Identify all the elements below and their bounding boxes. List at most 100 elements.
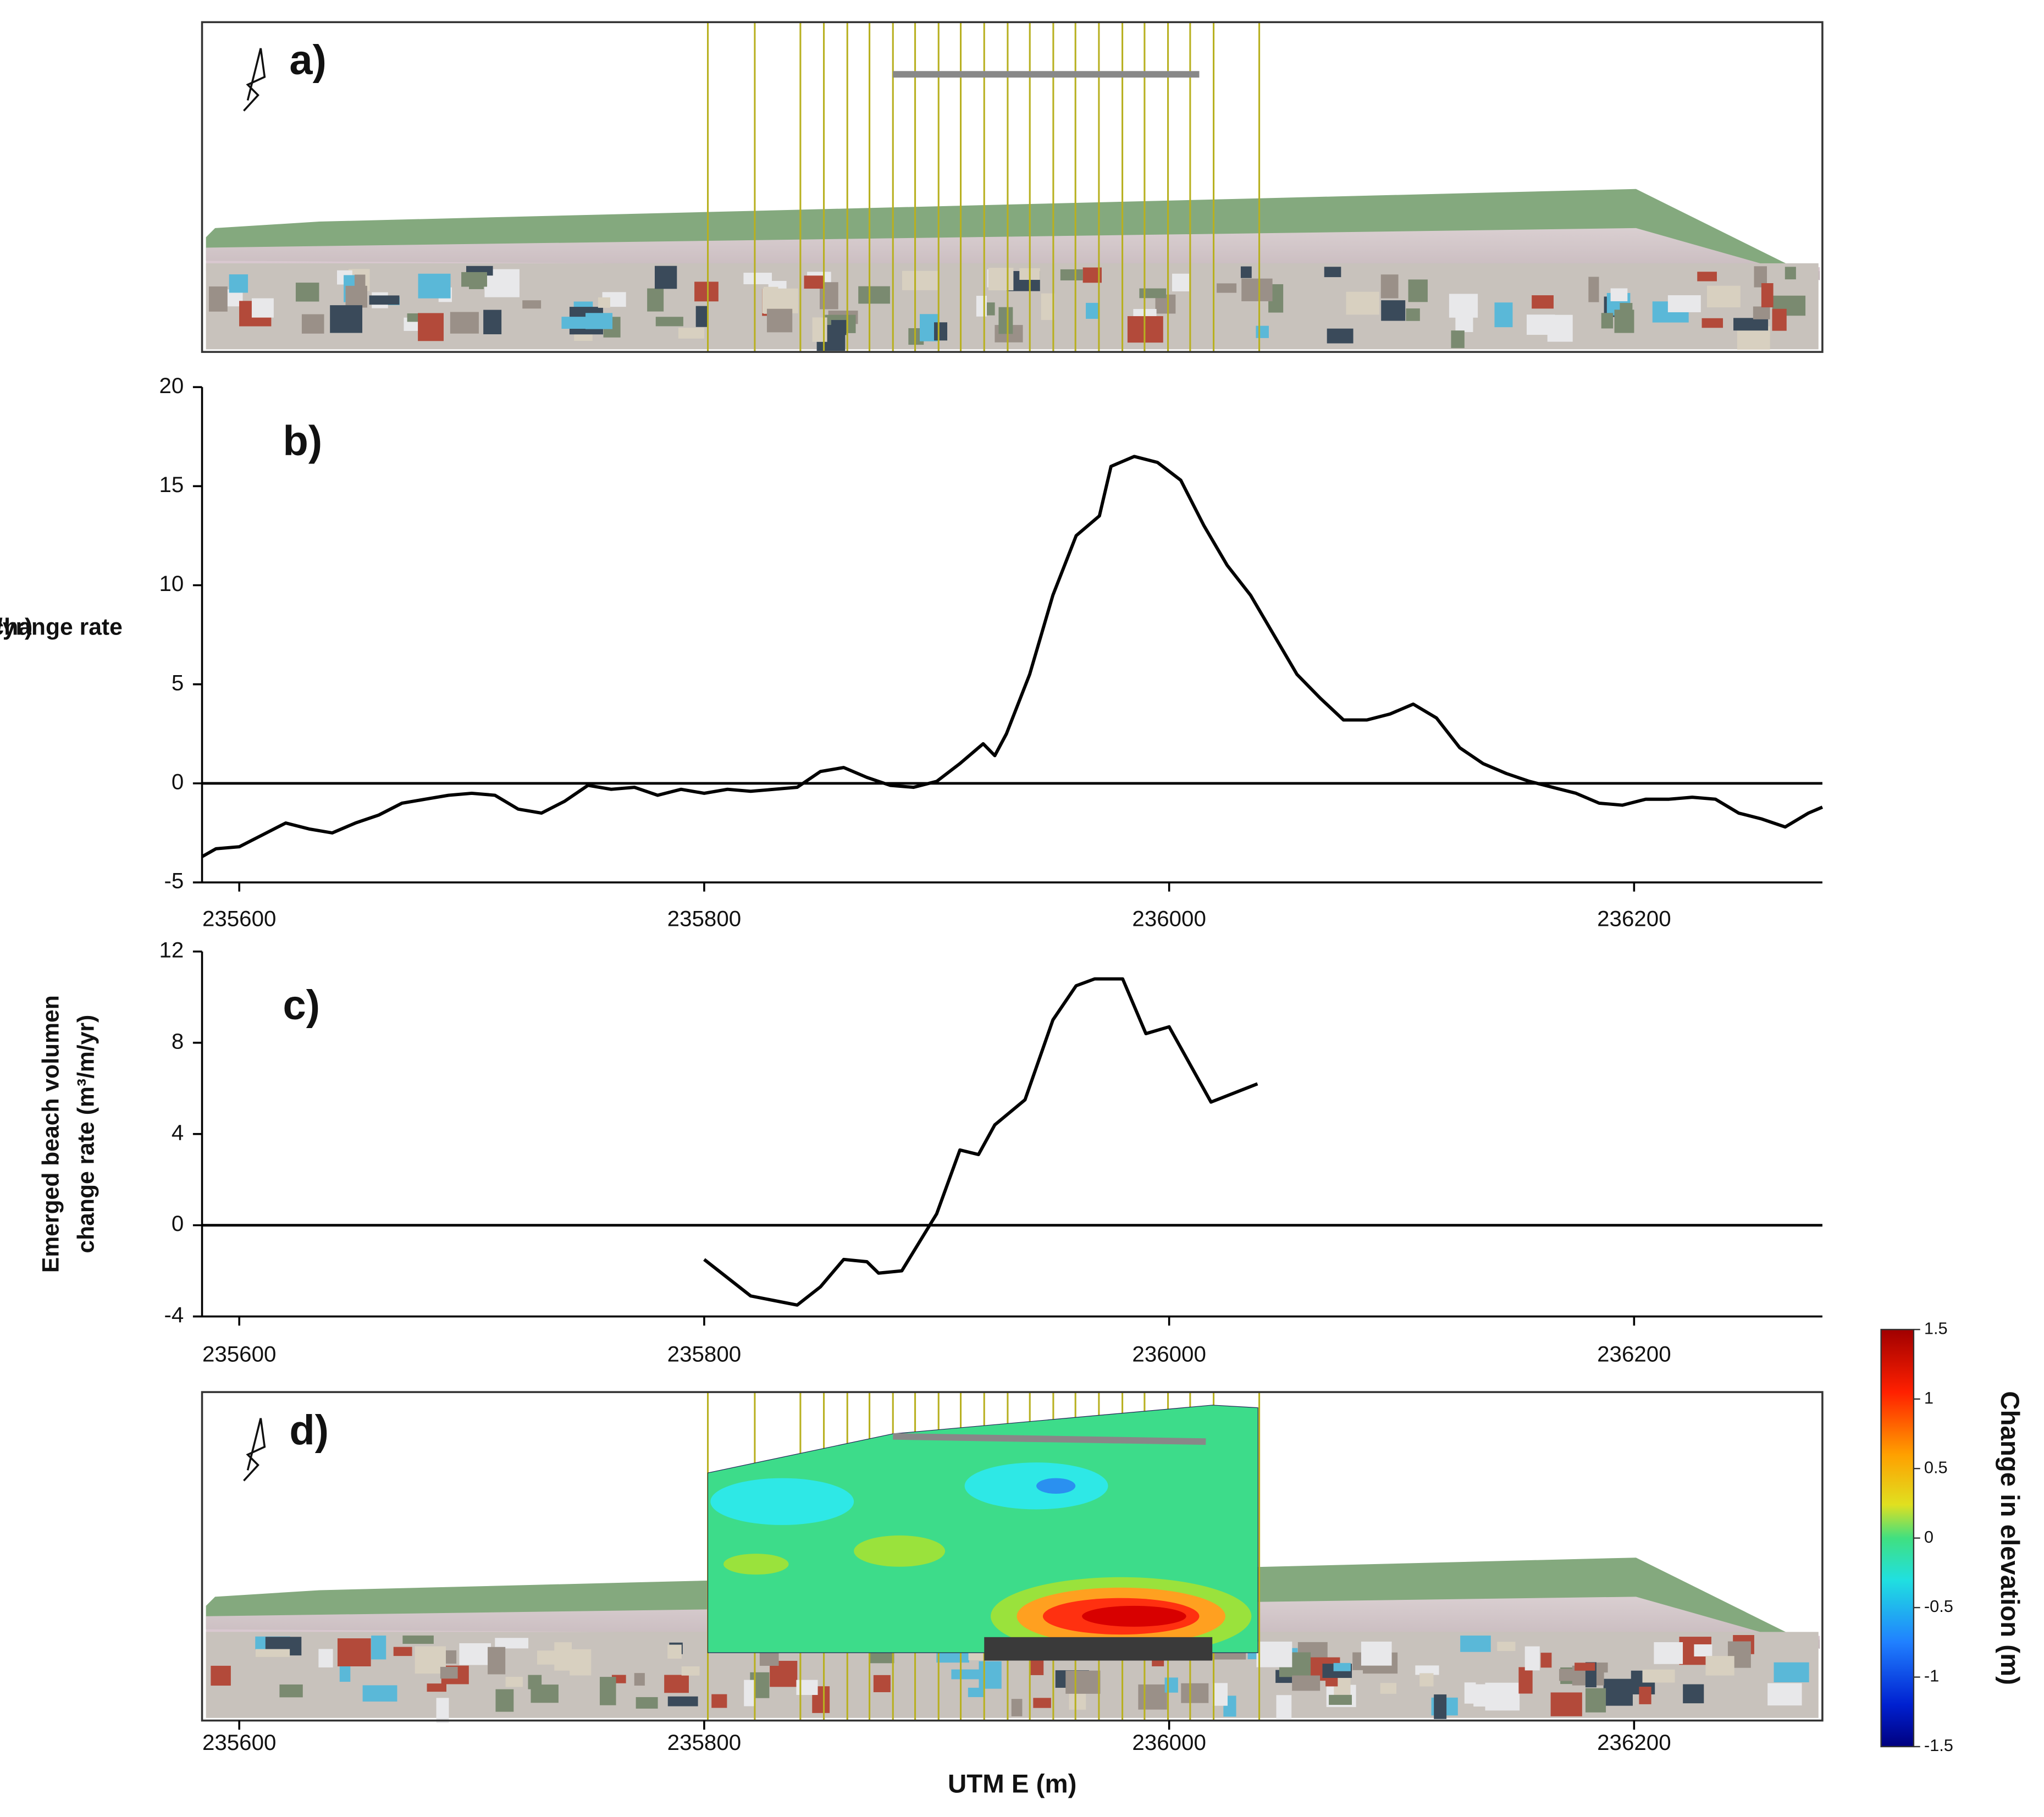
building <box>1754 266 1767 288</box>
building <box>1550 1692 1582 1716</box>
building <box>1654 1642 1683 1664</box>
building <box>1588 277 1599 302</box>
building <box>667 1696 698 1706</box>
building <box>1601 313 1614 329</box>
building <box>1497 1642 1516 1651</box>
building <box>1667 295 1701 312</box>
building <box>598 297 610 308</box>
x-tick-label: 235600 <box>202 1341 276 1366</box>
building <box>667 1644 682 1659</box>
building <box>694 281 719 302</box>
building <box>251 298 274 318</box>
x-tick-label: 236200 <box>1597 906 1671 931</box>
colorbar-tick-label: -0.5 <box>1924 1597 1953 1616</box>
building <box>1333 1663 1351 1671</box>
building <box>968 1687 984 1697</box>
building <box>1683 1684 1704 1704</box>
building <box>1380 274 1399 299</box>
building <box>1324 267 1341 278</box>
building <box>1381 300 1406 321</box>
building <box>1241 278 1273 301</box>
building <box>450 312 479 334</box>
x-tick-label: 236000 <box>1132 1730 1206 1755</box>
building <box>1346 291 1379 315</box>
x-tick-label: 235800 <box>667 906 741 931</box>
building <box>1212 1683 1228 1706</box>
contour-blob <box>1082 1605 1186 1627</box>
building <box>1518 1667 1533 1694</box>
building <box>1772 308 1787 331</box>
building <box>337 1638 371 1667</box>
building <box>1464 1682 1476 1704</box>
north-arrow <box>243 1418 266 1482</box>
building <box>371 1635 386 1660</box>
panel-letter: d) <box>289 1407 329 1454</box>
building <box>418 313 444 341</box>
building <box>804 275 824 289</box>
y-tick-label: 4 <box>172 1120 184 1145</box>
colorbar-tick-label: 0 <box>1924 1527 1933 1547</box>
building <box>495 1638 529 1649</box>
y-tick-label: 20 <box>159 373 184 398</box>
building <box>1524 1646 1540 1671</box>
building <box>1603 1678 1633 1706</box>
building <box>654 266 677 289</box>
contour-blob <box>723 1554 789 1575</box>
panel-letter: b) <box>283 417 323 464</box>
building <box>1639 1687 1651 1704</box>
data-line <box>703 977 1258 1307</box>
y-axis-label: (m/yr) <box>0 614 32 640</box>
building <box>1705 1656 1734 1676</box>
building <box>354 274 366 299</box>
building <box>664 1675 689 1693</box>
building <box>279 1684 303 1698</box>
y-tick-label: 10 <box>159 571 184 596</box>
x-tick-label: 235800 <box>667 1341 741 1366</box>
y-tick-label: 15 <box>159 472 184 497</box>
building <box>1256 1641 1292 1667</box>
building <box>1614 310 1634 333</box>
colorbar-tick-label: 0.5 <box>1924 1457 1948 1477</box>
building <box>211 1665 231 1686</box>
building <box>655 317 683 327</box>
y-tick-label: 0 <box>172 770 184 794</box>
building <box>1559 1669 1583 1681</box>
building <box>934 322 948 341</box>
building <box>1041 293 1055 320</box>
building <box>636 1697 658 1709</box>
building <box>681 1666 700 1676</box>
y-tick-label: 12 <box>159 937 184 962</box>
building <box>1415 1665 1439 1675</box>
x-tick-label: 236200 <box>1597 1341 1671 1366</box>
building <box>1526 314 1555 335</box>
building <box>976 296 987 317</box>
building <box>678 328 705 339</box>
building <box>1642 1669 1675 1683</box>
building <box>634 1673 645 1686</box>
x-axis-label: UTM E (m) <box>948 1770 1076 1799</box>
building <box>570 1649 592 1676</box>
building <box>1139 288 1167 299</box>
building <box>1406 308 1420 321</box>
building <box>1380 1683 1397 1694</box>
building <box>1460 1635 1491 1652</box>
building <box>998 307 1013 334</box>
building <box>1181 1683 1209 1703</box>
contour-blob <box>710 1478 854 1525</box>
building <box>1451 330 1465 349</box>
building <box>1033 1698 1051 1708</box>
seawall-line <box>893 1433 1206 1445</box>
building <box>436 1698 449 1723</box>
building <box>1138 1684 1167 1710</box>
building <box>369 295 400 305</box>
building <box>229 274 248 293</box>
building <box>1706 285 1741 308</box>
building <box>459 1643 491 1665</box>
building <box>1069 1692 1086 1710</box>
building <box>796 1680 818 1696</box>
x-tick-label: 235600 <box>202 1730 276 1755</box>
building <box>979 1661 1002 1689</box>
building <box>1702 318 1723 328</box>
x-tick-label: 236000 <box>1132 1341 1206 1366</box>
